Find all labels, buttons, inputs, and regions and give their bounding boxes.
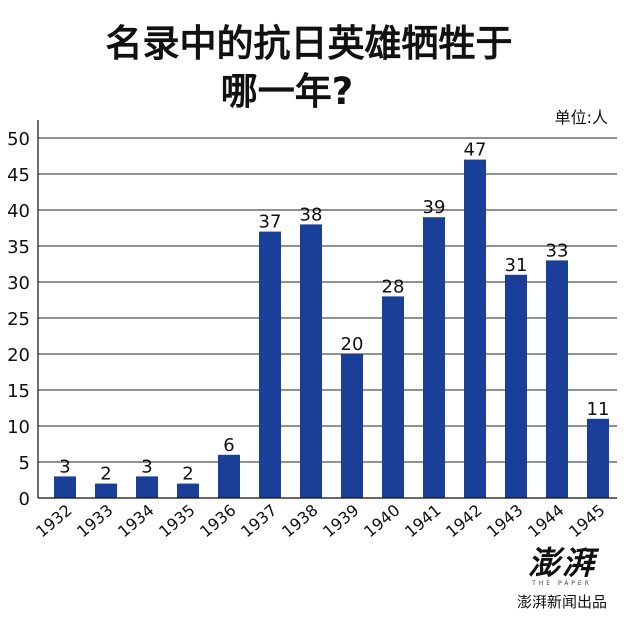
chart-title-line-1: 名录中的抗日英雄牺牲于 xyxy=(105,22,513,65)
y-tick-label: 10 xyxy=(7,417,30,438)
x-tick-label: 1937 xyxy=(237,501,280,542)
bar xyxy=(423,217,445,498)
bar xyxy=(54,476,76,498)
x-tick-label: 1934 xyxy=(114,501,157,542)
x-tick-label: 1939 xyxy=(319,501,362,542)
unit-label: 单位:人 xyxy=(554,108,608,127)
y-tick-label: 30 xyxy=(7,273,30,294)
data-label: 2 xyxy=(100,464,111,485)
y-tick-label: 45 xyxy=(7,165,30,186)
x-tick-label: 1935 xyxy=(155,501,198,542)
x-tick-label: 1941 xyxy=(401,501,444,542)
data-label: 37 xyxy=(259,212,282,233)
data-label: 3 xyxy=(141,456,152,477)
bar xyxy=(95,483,117,498)
x-tick-label: 1933 xyxy=(73,501,116,542)
data-label: 39 xyxy=(423,197,446,218)
bar xyxy=(259,231,281,498)
y-tick-label: 25 xyxy=(7,309,30,330)
x-tick-label: 1932 xyxy=(32,501,75,542)
data-label: 20 xyxy=(341,334,364,355)
y-tick-label: 35 xyxy=(7,237,30,258)
y-tick-label: 5 xyxy=(19,453,30,474)
data-label: 2 xyxy=(182,464,193,485)
y-tick-label: 20 xyxy=(7,345,30,366)
x-tick-label: 1936 xyxy=(196,501,239,542)
x-tick-label: 1940 xyxy=(360,501,403,542)
logo-mark: 澎湃 xyxy=(527,544,596,582)
bar xyxy=(177,483,199,498)
x-tick-label: 1943 xyxy=(483,501,526,542)
bar xyxy=(218,454,240,498)
x-tick-label: 1944 xyxy=(524,501,567,542)
bar xyxy=(587,418,609,498)
data-label: 38 xyxy=(300,204,323,225)
data-label: 47 xyxy=(464,140,487,161)
bar xyxy=(341,354,363,498)
x-tick-label: 1942 xyxy=(442,501,485,542)
data-label: 11 xyxy=(587,399,610,420)
x-tick-label: 1945 xyxy=(565,501,608,542)
y-tick-label: 15 xyxy=(7,381,30,402)
y-tick-label: 40 xyxy=(7,201,30,222)
data-label: 33 xyxy=(546,240,569,261)
source-credit: 澎湃新闻出品 xyxy=(516,593,607,611)
y-tick-label: 0 xyxy=(19,489,30,510)
data-label: 3 xyxy=(59,456,70,477)
x-tick-label: 1938 xyxy=(278,501,321,542)
logo-english: THE PAPER xyxy=(532,580,592,587)
y-tick-label: 50 xyxy=(7,129,30,150)
bar xyxy=(546,260,568,498)
bar xyxy=(505,274,527,498)
data-label: 6 xyxy=(223,435,234,456)
bar xyxy=(382,296,404,498)
publisher-logo: 澎湃 THE PAPER 澎湃新闻出品 xyxy=(512,546,612,612)
data-label: 31 xyxy=(505,255,528,276)
bar xyxy=(300,224,322,498)
chart-title-line-2: 哪一年? xyxy=(220,70,354,113)
bar xyxy=(464,159,486,498)
bar xyxy=(136,476,158,498)
data-label: 28 xyxy=(382,276,405,297)
